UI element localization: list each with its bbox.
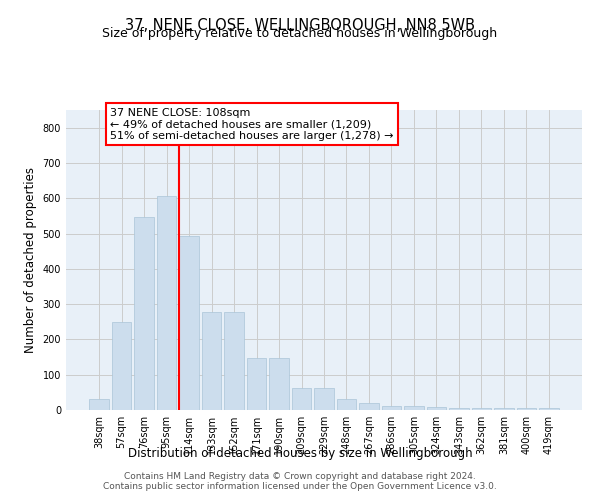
Bar: [404, 406, 424, 410]
Text: Contains HM Land Registry data © Crown copyright and database right 2024.: Contains HM Land Registry data © Crown c…: [124, 472, 476, 481]
Bar: [494, 408, 514, 410]
Bar: [112, 322, 131, 410]
Bar: [539, 408, 559, 410]
Bar: [179, 236, 199, 410]
Bar: [269, 358, 289, 410]
Bar: [382, 406, 401, 410]
Bar: [292, 388, 311, 410]
Bar: [134, 216, 154, 410]
Y-axis label: Number of detached properties: Number of detached properties: [24, 167, 37, 353]
Bar: [89, 400, 109, 410]
Bar: [517, 408, 536, 410]
Text: Distribution of detached houses by size in Wellingborough: Distribution of detached houses by size …: [128, 448, 472, 460]
Text: 37, NENE CLOSE, WELLINGBOROUGH, NN8 5WB: 37, NENE CLOSE, WELLINGBOROUGH, NN8 5WB: [125, 18, 475, 32]
Bar: [314, 388, 334, 410]
Bar: [202, 312, 221, 410]
Bar: [449, 408, 469, 410]
Bar: [472, 408, 491, 410]
Text: Contains public sector information licensed under the Open Government Licence v3: Contains public sector information licen…: [103, 482, 497, 491]
Bar: [337, 400, 356, 410]
Text: Size of property relative to detached houses in Wellingborough: Size of property relative to detached ho…: [103, 28, 497, 40]
Bar: [427, 407, 446, 410]
Bar: [359, 403, 379, 410]
Text: 37 NENE CLOSE: 108sqm
← 49% of detached houses are smaller (1,209)
51% of semi-d: 37 NENE CLOSE: 108sqm ← 49% of detached …: [110, 108, 394, 140]
Bar: [247, 358, 266, 410]
Bar: [157, 196, 176, 410]
Bar: [224, 312, 244, 410]
